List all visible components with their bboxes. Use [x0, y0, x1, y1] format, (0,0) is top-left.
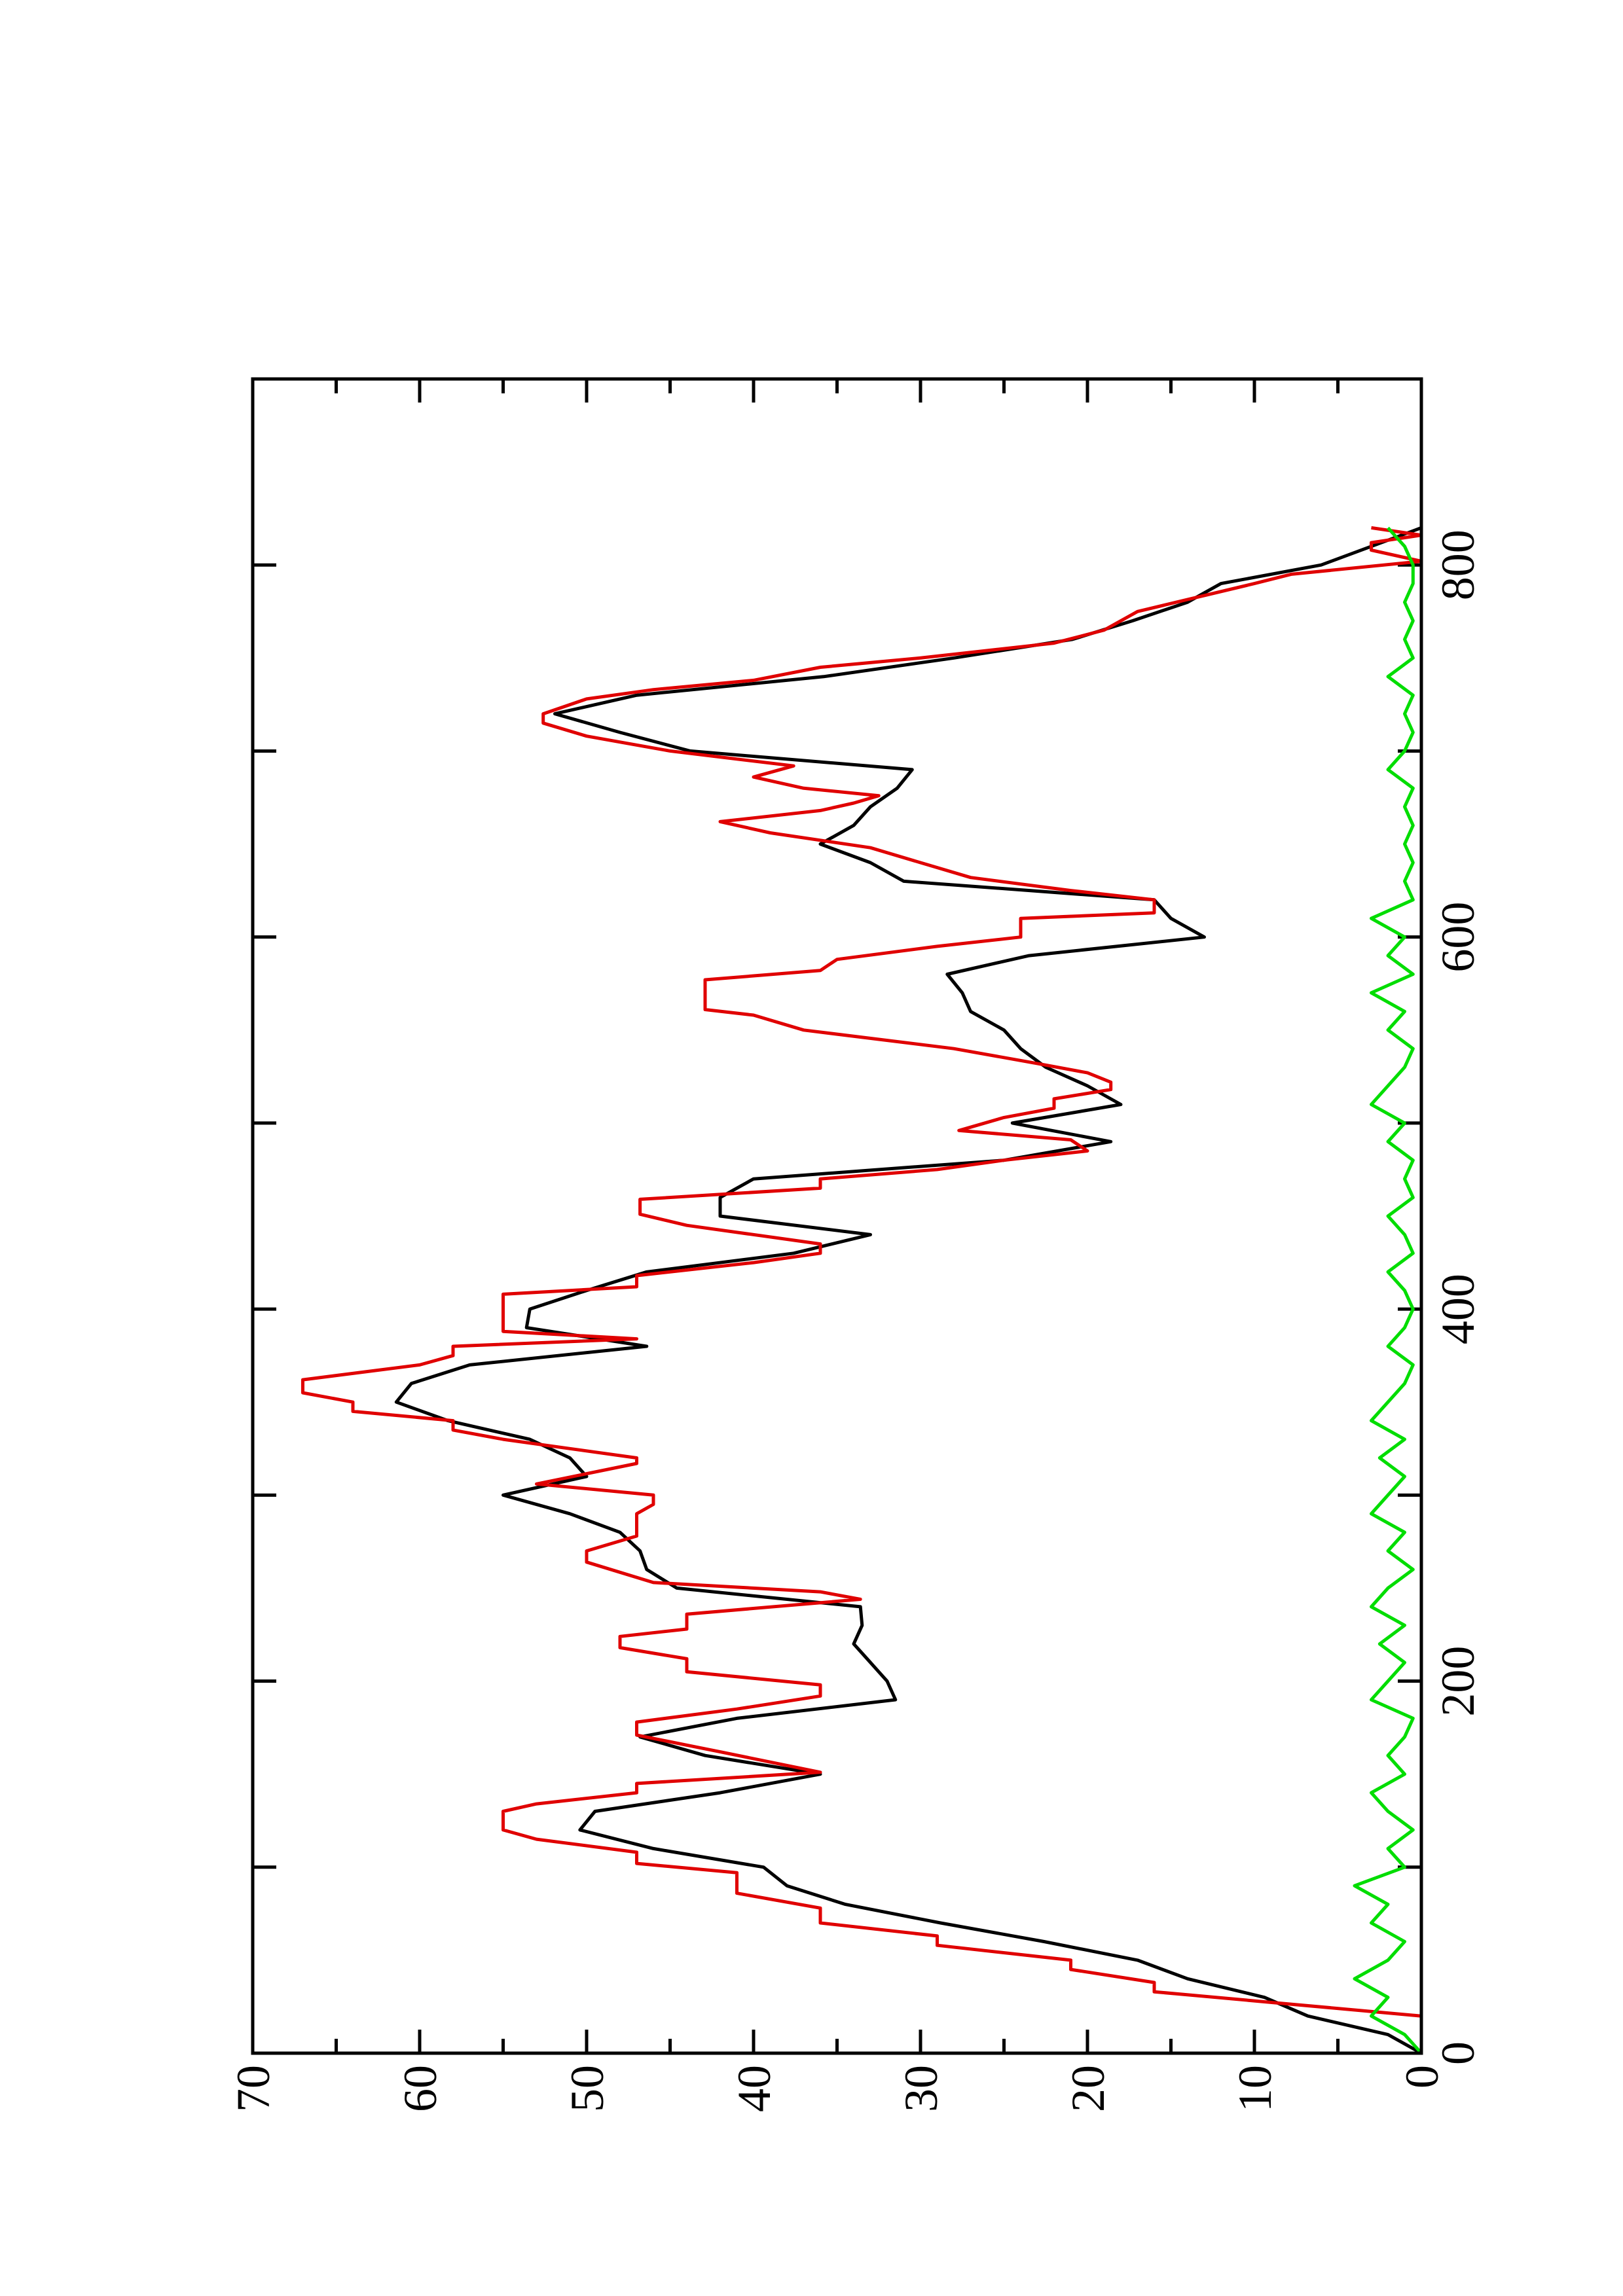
- x-tick-label: 800: [1432, 529, 1484, 600]
- y-tick-label: 30: [895, 2065, 947, 2112]
- rotated-chart: 0 200 400 600 800 0 10 20 30 40 50 60 70: [227, 377, 1484, 2112]
- x-tick-label: 600: [1432, 902, 1484, 973]
- plot-frame: [251, 377, 1423, 2055]
- y-tick-label: 60: [394, 2065, 447, 2112]
- data-line: [301, 526, 1423, 2018]
- y-tick-label: 40: [728, 2065, 780, 2112]
- y-tick-label: 50: [561, 2065, 613, 2112]
- x-tick-label: 200: [1432, 1646, 1484, 1717]
- y-tick-label: 70: [227, 2065, 280, 2112]
- y-tick-label: 20: [1062, 2065, 1114, 2112]
- data-line: [1353, 526, 1423, 2054]
- y-tick-label: 0: [1396, 2065, 1448, 2089]
- x-tick-label: 0: [1432, 2041, 1484, 2065]
- x-tick-label: 400: [1432, 1274, 1484, 1344]
- y-tick-label: 10: [1229, 2065, 1281, 2112]
